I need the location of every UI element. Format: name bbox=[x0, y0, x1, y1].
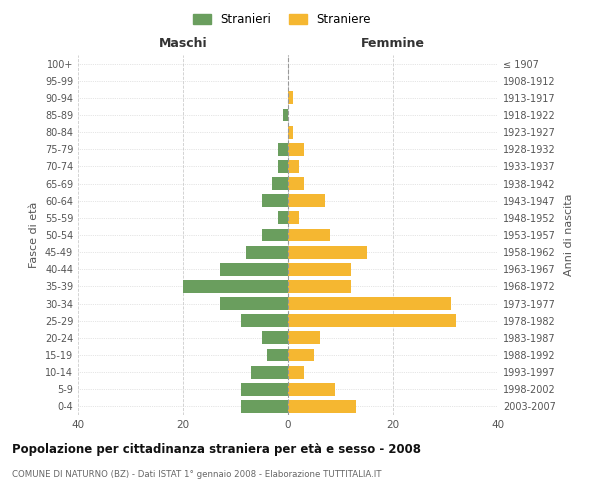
Bar bbox=[288, 383, 335, 396]
Bar bbox=[288, 212, 299, 224]
Bar bbox=[288, 314, 456, 327]
Bar bbox=[272, 177, 288, 190]
Bar bbox=[288, 177, 304, 190]
Bar bbox=[220, 297, 288, 310]
Y-axis label: Anni di nascita: Anni di nascita bbox=[564, 194, 574, 276]
Bar bbox=[288, 280, 351, 293]
Bar bbox=[277, 143, 288, 156]
Text: Popolazione per cittadinanza straniera per età e sesso - 2008: Popolazione per cittadinanza straniera p… bbox=[12, 442, 421, 456]
Bar bbox=[246, 246, 288, 258]
Bar bbox=[288, 126, 293, 138]
Bar bbox=[288, 332, 320, 344]
Bar bbox=[288, 92, 293, 104]
Bar bbox=[241, 400, 288, 413]
Bar bbox=[267, 348, 288, 362]
Bar bbox=[288, 160, 299, 173]
Bar bbox=[241, 314, 288, 327]
Text: Femmine: Femmine bbox=[361, 37, 425, 50]
Bar bbox=[277, 160, 288, 173]
Bar bbox=[183, 280, 288, 293]
Bar bbox=[251, 366, 288, 378]
Bar bbox=[288, 263, 351, 276]
Bar bbox=[241, 383, 288, 396]
Bar bbox=[288, 246, 367, 258]
Bar bbox=[288, 143, 304, 156]
Bar bbox=[220, 263, 288, 276]
Bar bbox=[288, 348, 314, 362]
Text: Maschi: Maschi bbox=[158, 37, 208, 50]
Bar bbox=[262, 228, 288, 241]
Bar bbox=[283, 108, 288, 122]
Bar bbox=[288, 400, 356, 413]
Bar bbox=[262, 194, 288, 207]
Text: COMUNE DI NATURNO (BZ) - Dati ISTAT 1° gennaio 2008 - Elaborazione TUTTITALIA.IT: COMUNE DI NATURNO (BZ) - Dati ISTAT 1° g… bbox=[12, 470, 382, 479]
Y-axis label: Fasce di età: Fasce di età bbox=[29, 202, 39, 268]
Legend: Stranieri, Straniere: Stranieri, Straniere bbox=[188, 8, 376, 31]
Bar bbox=[262, 332, 288, 344]
Bar bbox=[288, 297, 451, 310]
Bar bbox=[288, 366, 304, 378]
Bar bbox=[288, 194, 325, 207]
Bar bbox=[288, 228, 330, 241]
Bar bbox=[277, 212, 288, 224]
